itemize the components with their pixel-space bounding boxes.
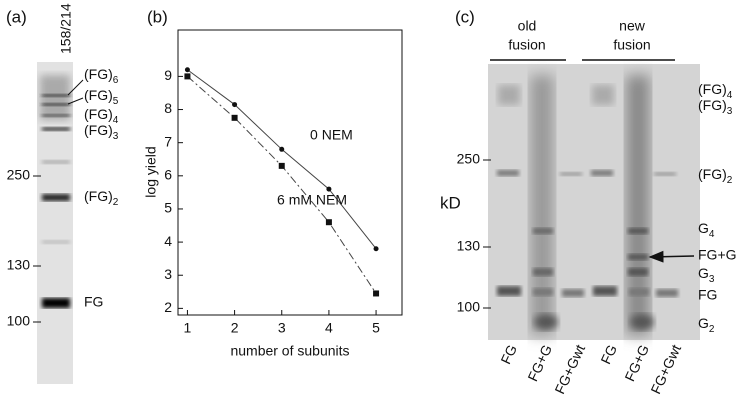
y-axis-label: log yield [143, 146, 159, 197]
lane-label: FG+G [621, 342, 652, 384]
data-point [325, 219, 332, 226]
panel-label: (a) [6, 7, 27, 26]
y-tick-label: 9 [164, 67, 172, 83]
group-label: old [518, 18, 537, 34]
lane-label: FG [497, 342, 520, 366]
marker-label: 250 [7, 167, 31, 183]
panel-c: (c) old fusion new fusion [440, 7, 737, 396]
x-tick-label: 1 [184, 320, 192, 336]
data-point [231, 114, 238, 121]
band-label: G2 [698, 315, 715, 335]
y-tick-label: 7 [164, 133, 172, 149]
gel [37, 62, 73, 384]
data-point [184, 67, 190, 73]
band-label: (FG)2 [698, 166, 733, 186]
group-label: new [619, 18, 646, 34]
x-tick-label: 2 [231, 320, 239, 336]
x-tick-label: 5 [372, 320, 380, 336]
band-label: (FG)3 [698, 97, 733, 117]
x-tick-label: 3 [278, 320, 286, 336]
marker-label: 130 [457, 238, 481, 254]
marker-label: 100 [7, 313, 31, 329]
band-label: (FG)4 [84, 106, 119, 126]
lane-label: FG+Gwt [647, 342, 684, 396]
lane-label: FG [597, 342, 620, 366]
data-point [184, 73, 191, 80]
band-label: (FG)5 [84, 87, 119, 107]
y-tick-label: 2 [164, 299, 172, 315]
panel-b: (b) log yield number of subunits 2 3 4 5 6 7 8… [143, 7, 403, 359]
band-label: FG+G [698, 247, 737, 263]
lane-label: FG+G [524, 342, 555, 384]
series-label: 0 NEM [310, 127, 353, 143]
band-label: FG [698, 287, 717, 303]
series-line [187, 69, 377, 250]
marker-label: 130 [7, 257, 31, 273]
band-label: (FG)2 [84, 188, 119, 208]
band-label: (FG)4 [698, 81, 733, 101]
band-label: G4 [698, 220, 715, 240]
y-tick-label: 8 [164, 100, 172, 116]
data-point [326, 186, 332, 192]
marker-label: 100 [457, 299, 481, 315]
lane-label: FG+Gwt [551, 342, 588, 396]
data-point [279, 146, 285, 152]
band-label: (FG)3 [84, 122, 119, 142]
data-point [278, 162, 285, 169]
data-point [373, 246, 379, 252]
y-tick-label: 3 [164, 266, 172, 282]
y-tick-label: 6 [164, 167, 172, 183]
unit-label: kD [440, 193, 461, 212]
lane-label: 158/214 [58, 3, 74, 54]
series-line [187, 76, 377, 294]
marker-label: 250 [457, 151, 481, 167]
panel-label: (c) [455, 7, 475, 26]
series-label: 6 mM NEM [277, 191, 347, 207]
group-label: fusion [508, 37, 545, 53]
band-label: G3 [698, 265, 715, 285]
gel [488, 64, 700, 340]
data-point [232, 102, 238, 108]
data-point [373, 290, 380, 297]
panel-label: (b) [147, 7, 168, 26]
group-label: fusion [613, 37, 650, 53]
plot-frame [177, 29, 403, 316]
y-tick-label: 5 [164, 200, 172, 216]
panel-a: (a) 158/214 250 130 100 (FG)6 (FG)5 (FG)… [6, 3, 119, 384]
x-axis-label: number of subunits [230, 343, 349, 359]
band-label: FG [84, 294, 103, 310]
lane-labels: FG FG+GFG+Gwt FG FG+GFG+Gwt [497, 342, 684, 396]
y-tick-label: 4 [164, 233, 172, 249]
x-tick-label: 4 [325, 320, 333, 336]
band-label: (FG)6 [84, 66, 119, 86]
